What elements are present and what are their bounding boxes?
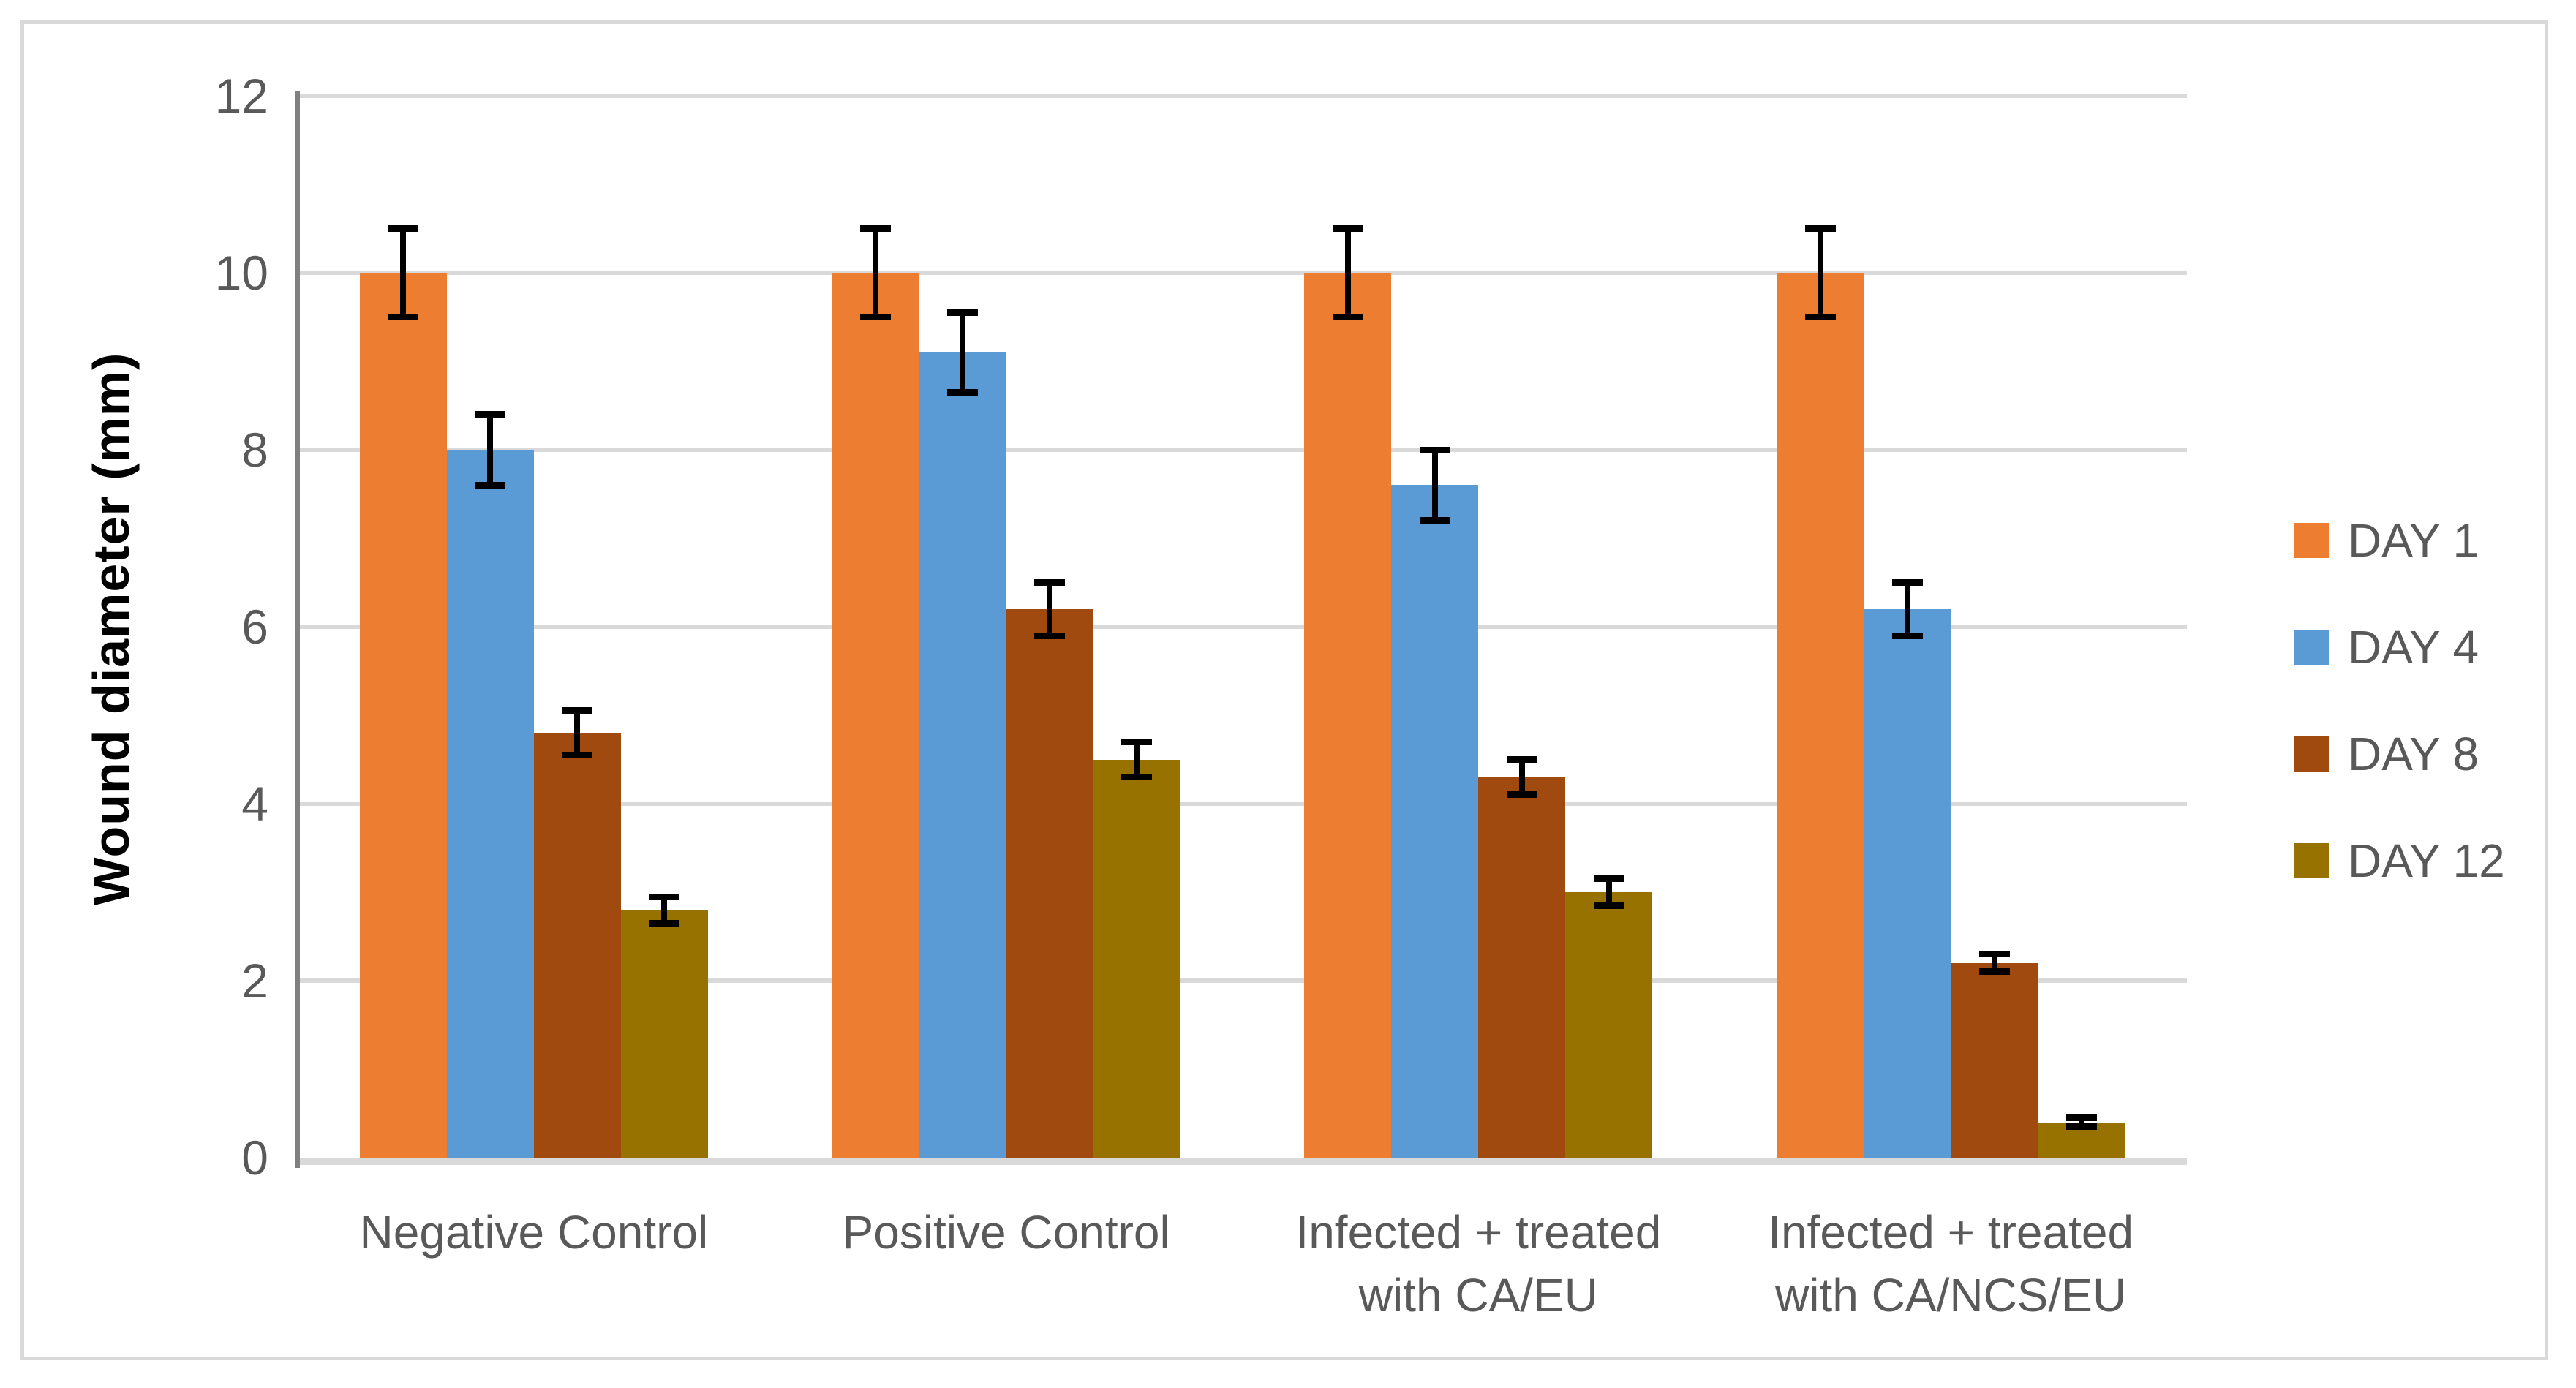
gridline-y-10 [298,271,2187,275]
bar-day-1-cat1 [359,273,447,1158]
category-label-1: Negative Control [359,1206,709,1259]
y-tick-label-12: 12 [214,69,268,123]
y-tick-label-10: 10 [214,246,268,300]
gridline-y-12 [298,94,2187,98]
y-tick-label-4: 4 [241,777,268,831]
error-bar-cap [1593,875,1624,883]
error-bar-cap [947,309,979,316]
error-bar-cap [1978,951,2010,958]
bar-day-4-cat4 [1864,608,1951,1158]
error-bar [1518,759,1525,795]
bar-day-4-cat3 [1391,485,1479,1158]
error-bar-cap [1121,738,1153,745]
gridline-y-8 [298,448,2187,452]
x-axis-labels: Negative Control Positive Control Infected… [298,1201,2187,1327]
error-bar-cap [1978,968,2010,976]
bar-day-8-cat3 [1478,777,1566,1158]
error-bar-cap [388,225,419,232]
error-bar-cap [1891,632,1923,639]
gridline-y-4 [298,802,2187,806]
error-bar [1605,878,1612,906]
figure-border [20,20,2548,1360]
error-bar [960,312,966,393]
bar-day-4-cat1 [446,450,534,1158]
bar-day-12-cat2 [1093,759,1180,1158]
error-bar [400,228,407,317]
error-bar-cap [649,893,680,900]
bar-day-12-cat1 [620,910,708,1158]
error-bar-cap [2065,1114,2097,1122]
legend-label: DAY 1 [2348,514,2479,567]
gridline-y-0 [298,1158,2187,1165]
error-bar-cap [1332,314,1363,320]
gridline-y-2 [298,978,2187,983]
bar-day-8-cat1 [533,733,621,1158]
y-axis-line [295,91,300,1168]
bar-day-8-cat4 [1951,962,2038,1158]
error-bar-cap [1419,517,1450,524]
error-bar-cap [2065,1123,2097,1131]
error-bar-cap [1804,314,1836,320]
error-bar-cap [860,314,892,320]
error-bar [487,414,494,486]
error-bar-cap [1804,225,1836,232]
error-bar-cap [947,388,979,396]
error-bar-cap [1593,902,1624,909]
error-bar [1817,228,1823,317]
error-bar [1344,228,1351,317]
error-bar [1047,582,1053,636]
error-bar-cap [1332,225,1363,232]
y-tick-label-0: 0 [241,1131,268,1185]
bar-day-4-cat2 [919,352,1006,1158]
error-bar-cap [1506,756,1537,763]
error-bar [1904,582,1910,636]
legend-swatch-icon [2294,843,2329,878]
gridline-y-6 [298,625,2187,629]
error-bar-cap [475,411,506,418]
error-bar-cap [562,707,593,714]
plot-area: 0 2 4 6 8 10 12 [215,69,2187,1185]
legend: DAY 1 DAY 4 DAY 8 DAY 12 [2294,514,2505,949]
error-bar-cap [1506,791,1537,799]
error-bar-cap [1121,774,1153,781]
bar-day-1-cat2 [832,273,919,1158]
error-bar [1991,954,1997,972]
error-bar-cap [860,225,892,232]
bar-day-1-cat3 [1304,273,1392,1158]
error-bar [2078,1117,2084,1127]
y-tick-label-2: 2 [241,954,268,1008]
bar-day-1-cat4 [1777,273,1864,1158]
error-bar-cap [475,481,506,489]
error-bar-cap [1034,632,1066,639]
error-bar [661,897,668,924]
y-tick-label-6: 6 [241,600,268,654]
legend-label: DAY 8 [2348,728,2479,780]
bar-day-12-cat3 [1565,892,1653,1158]
legend-item-day-8: DAY 8 [2294,728,2505,780]
error-bar [574,710,581,755]
error-bar-cap [1034,579,1066,586]
y-tick-label-8: 8 [241,423,268,477]
error-bar-cap [1891,579,1923,586]
legend-item-day-1: DAY 1 [2294,514,2505,567]
error-bar-cap [388,314,419,320]
error-bar-cap [1419,446,1450,453]
error-bar [873,228,879,317]
legend-item-day-12: DAY 12 [2294,834,2505,887]
bar-day-8-cat2 [1006,608,1093,1158]
category-label-2: Positive Control [842,1206,1170,1259]
error-bar [1134,742,1140,777]
legend-label: DAY 12 [2348,834,2505,887]
error-bar-cap [649,919,680,927]
error-bar-cap [562,751,593,758]
category-label-4: Infected + treated with CA/NCS/EU [1768,1206,2134,1321]
legend-item-day-4: DAY 4 [2294,621,2505,674]
error-bar [1431,450,1438,521]
legend-label: DAY 4 [2348,621,2479,674]
category-label-3: Infected + treated with CA/EU [1295,1206,1662,1321]
legend-swatch-icon [2294,736,2329,772]
legend-swatch-icon [2294,523,2329,558]
legend-swatch-icon [2294,630,2329,665]
